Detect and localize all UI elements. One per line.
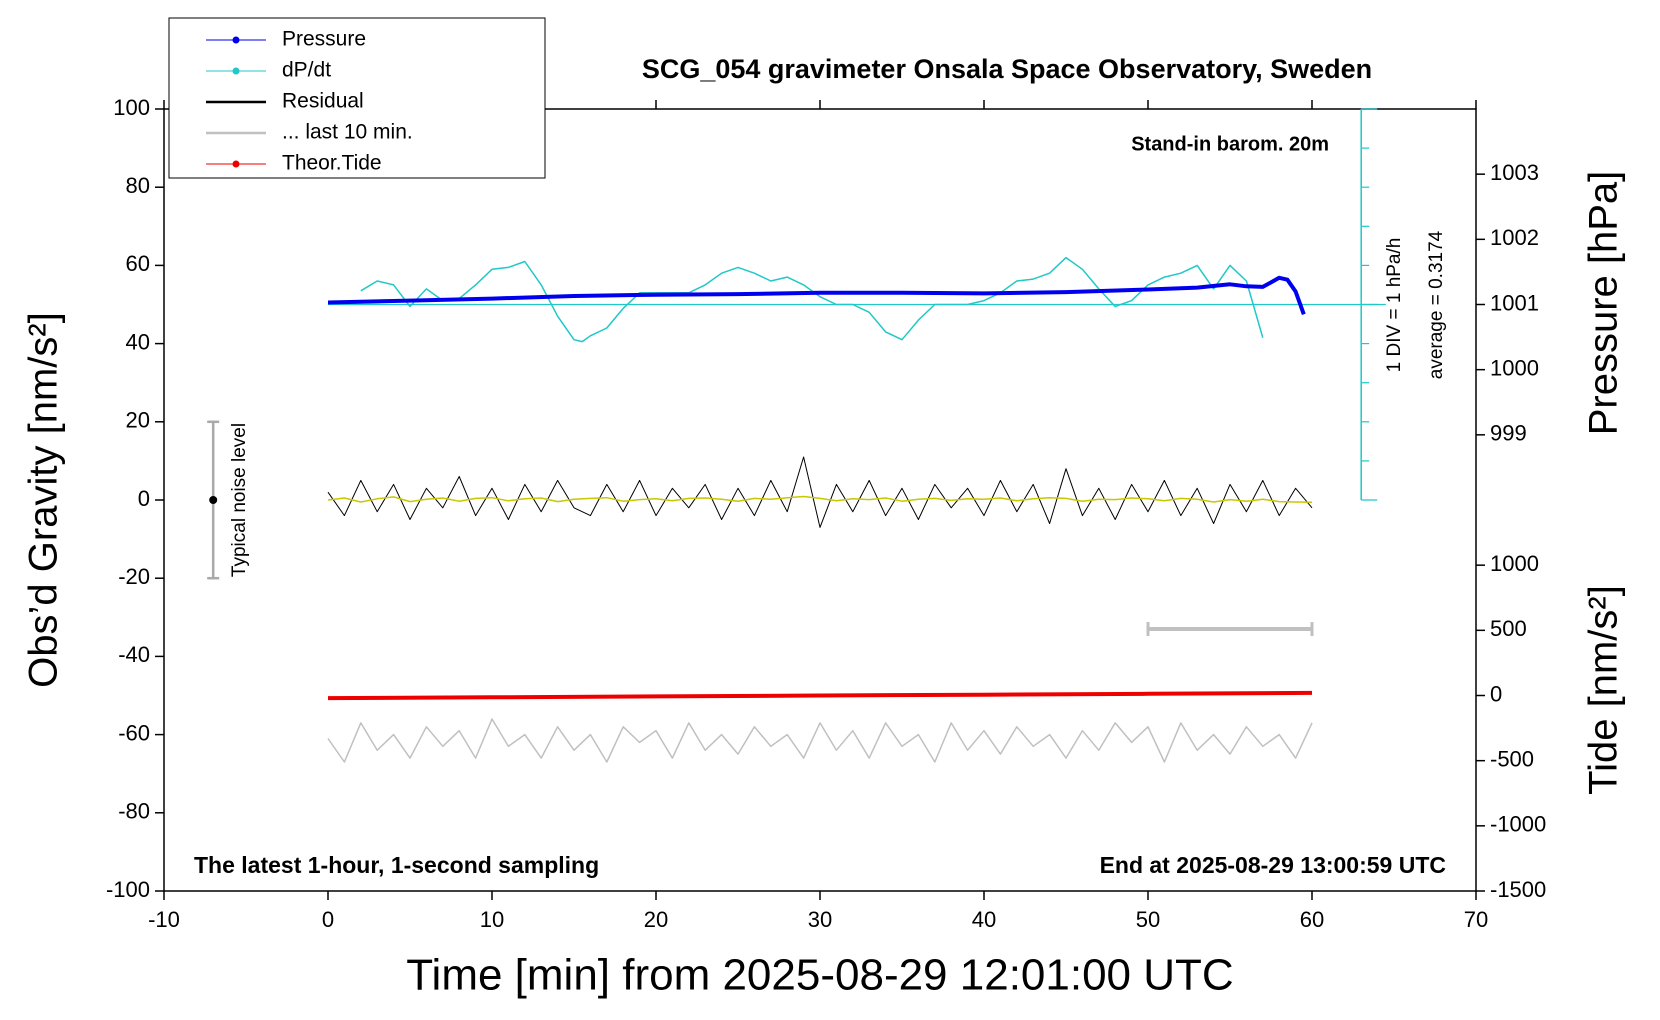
legend-label: Theor.Tide <box>282 152 382 175</box>
series-line <box>327 718 1313 763</box>
x-tick-label: 30 <box>808 907 832 932</box>
y3-tick-label: -500 <box>1490 746 1534 771</box>
y-tick-label: -20 <box>118 564 150 589</box>
legend-label: ... last 10 min. <box>282 121 413 144</box>
x-axis-label: Time [min] from 2025-08-29 12:01:00 UTC <box>406 951 1233 1000</box>
y3-tick-label: -1500 <box>1490 877 1546 902</box>
y-axis-label: Obs’d Gravity [nm/s²] <box>22 312 66 688</box>
y2-tick-label: 1003 <box>1490 160 1539 185</box>
y2-tick-label: 999 <box>1490 421 1527 446</box>
y-tick-label: -100 <box>106 877 150 902</box>
x-tick-label: 50 <box>1136 907 1160 932</box>
chart-title: SCG_054 gravimeter Onsala Space Observat… <box>642 54 1372 84</box>
annotation: The latest 1-hour, 1-second sampling <box>194 852 599 878</box>
annotation: Stand-in barom. 20m <box>1131 133 1329 155</box>
y-tick-label: -60 <box>118 720 150 745</box>
x-tick-label: 70 <box>1464 907 1488 932</box>
y3-tick-label: 500 <box>1490 616 1527 641</box>
annotation: End at 2025-08-29 13:00:59 UTC <box>1100 852 1446 878</box>
y-tick-label: 60 <box>126 251 150 276</box>
x-tick-label: 0 <box>322 907 334 932</box>
y-tick-label: 80 <box>126 173 150 198</box>
y2-axis-label: Pressure [hPa] <box>1582 171 1626 436</box>
last10-bar <box>1146 622 1314 637</box>
legend-box <box>168 17 546 179</box>
y3-axis-label: Tide [nm/s²] <box>1582 585 1626 795</box>
x-tick-label: 40 <box>972 907 996 932</box>
legend-label: Pressure <box>282 28 366 51</box>
y-tick-label: -40 <box>118 642 150 667</box>
annotation: average = 0.3174 <box>1426 230 1447 379</box>
legend-marker <box>232 36 240 44</box>
y3-tick-label: 1000 <box>1490 551 1539 576</box>
legend-label: dP/dt <box>282 59 331 82</box>
x-tick-label: 10 <box>480 907 504 932</box>
y2-tick-label: 1001 <box>1490 290 1539 315</box>
series-line <box>327 495 1313 504</box>
legend-marker <box>232 160 240 168</box>
series-line <box>360 256 1264 343</box>
x-tick-label: 60 <box>1300 907 1324 932</box>
y-tick-label: 20 <box>126 408 150 433</box>
legend: Pressure dP/dt Residual ... last 10 min. The… <box>168 17 546 179</box>
y-tick-label: 0 <box>138 486 150 511</box>
y3-tick-label: 0 <box>1490 681 1502 706</box>
noise-label: Typical noise level <box>229 423 250 577</box>
y3-tick-label: -1000 <box>1490 812 1546 837</box>
noise-point <box>209 496 218 504</box>
y2-tick-label: 1000 <box>1490 355 1539 380</box>
legend-marker <box>232 67 240 75</box>
x-tick-label: 20 <box>644 907 668 932</box>
legend-label: Residual <box>282 90 364 113</box>
annotation: 1 DIV = 1 hPa/h <box>1384 238 1405 373</box>
series-line <box>327 456 1313 528</box>
series-line <box>327 275 1306 315</box>
y-tick-label: 40 <box>126 329 150 354</box>
x-tick-label: -10 <box>148 907 180 932</box>
y-tick-label: -80 <box>118 799 150 824</box>
series-line <box>327 690 1313 701</box>
y-tick-label: 100 <box>113 95 150 120</box>
y2-tick-label: 1002 <box>1490 225 1539 250</box>
